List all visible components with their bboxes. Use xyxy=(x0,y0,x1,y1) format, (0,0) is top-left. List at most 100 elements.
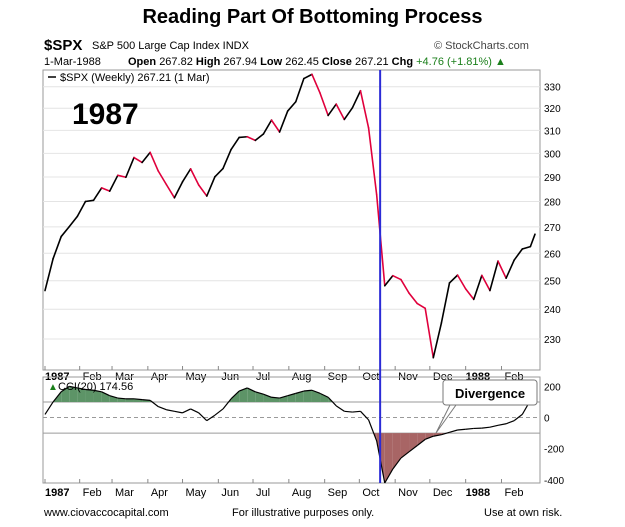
cci-line-segment xyxy=(392,457,402,470)
cci-x-tick-label: Feb xyxy=(504,487,523,499)
cci-overbought-fill xyxy=(279,395,288,402)
high-value: 267.94 xyxy=(223,56,258,68)
price-y-tick-label: 290 xyxy=(544,173,561,184)
price-line-segment xyxy=(165,183,176,199)
price-line-segment xyxy=(133,156,143,164)
price-line-segment xyxy=(100,187,111,192)
cci-line-segment xyxy=(77,387,86,391)
price-line-segment xyxy=(335,103,346,121)
footer-disclaimer: For illustrative purposes only. xyxy=(232,507,375,519)
price-line-segment xyxy=(472,274,483,301)
cci-overbought-fill xyxy=(295,391,304,402)
price-line-segment xyxy=(351,89,362,109)
price-y-tick-label: 240 xyxy=(544,305,561,316)
cci-overbought-fill xyxy=(101,391,110,402)
chg-value: +4.76 (+1.81%) xyxy=(416,56,492,68)
cci-line-segment xyxy=(246,387,256,393)
price-y-tick-label: 330 xyxy=(544,83,561,94)
cci-line-segment xyxy=(352,410,361,413)
price-line-segment xyxy=(400,278,410,294)
low-value: 262.45 xyxy=(285,56,319,68)
price-line-segment xyxy=(205,175,216,197)
cci-line-segment xyxy=(206,414,216,422)
price-line-segment xyxy=(319,92,329,117)
cci-overbought-fill xyxy=(85,389,94,402)
cci-line-segment xyxy=(222,398,232,410)
cci-line-segment xyxy=(60,385,70,393)
price-line-segment xyxy=(92,187,103,202)
cci-panel-frame xyxy=(42,376,541,484)
price-y-tick-label: 250 xyxy=(544,277,561,288)
cci-line-segment xyxy=(230,390,240,400)
price-y-tick-label: 300 xyxy=(544,149,561,160)
cci-line-segment xyxy=(400,451,410,459)
cci-y-tick-label: 200 xyxy=(544,382,561,393)
cci-line-segment xyxy=(271,396,280,399)
cci-x-tick-label: Mar xyxy=(115,487,134,499)
cci-line-segment xyxy=(174,410,183,414)
cci-overbought-fill xyxy=(93,390,102,402)
price-line-segment xyxy=(448,274,459,284)
price-line-segment xyxy=(440,282,451,324)
cci-line-segment xyxy=(311,389,321,394)
cci-line-segment xyxy=(52,391,62,403)
cci-line-segment xyxy=(109,395,118,399)
cci-line-segment xyxy=(287,392,296,397)
price-line-segment xyxy=(497,260,507,279)
cci-line-segment xyxy=(384,468,394,484)
price-line-segment xyxy=(489,260,499,292)
cci-oversold-fill xyxy=(400,433,410,459)
price-series xyxy=(44,73,536,359)
cci-fill xyxy=(53,386,535,483)
price-line-segment xyxy=(367,127,378,196)
price-y-axis: 230 240 250 260 270 280 290 300 310 320 330 xyxy=(544,83,561,346)
cci-x-tick-label: Nov xyxy=(398,487,418,499)
cci-line-segment xyxy=(263,393,272,398)
price-line-segment xyxy=(157,170,168,186)
divergence-callout: Divergence xyxy=(435,379,538,434)
page-title: Reading Part Of Bottoming Process xyxy=(142,6,483,28)
cci-line-segment xyxy=(149,399,159,408)
cci-x-tick-label: Dec xyxy=(433,487,453,499)
symbol-description: S&P 500 Large Cap Index INDX xyxy=(92,40,249,52)
price-line-segment xyxy=(521,245,532,250)
cci-line-segment xyxy=(368,419,378,442)
cci-legend-icon: ▲ xyxy=(48,382,58,393)
low-label: Low xyxy=(260,56,283,68)
open-value: 267.82 xyxy=(159,56,193,68)
cci-overbought-fill xyxy=(239,387,248,402)
cci-line-segment xyxy=(497,423,507,426)
divergence-box xyxy=(442,379,538,406)
price-y-tick-label: 230 xyxy=(544,335,561,346)
cci-overbought-fill xyxy=(61,386,70,402)
price-line-segment xyxy=(270,119,281,133)
price-line-segment xyxy=(432,322,443,359)
cci-line-segment xyxy=(182,408,191,414)
price-y-tick-label: 260 xyxy=(544,249,561,260)
cci-line-segment xyxy=(158,406,167,411)
cci-line-segment xyxy=(295,390,305,394)
price-line-segment xyxy=(181,168,192,183)
stockcharts-credit: © StockCharts.com xyxy=(434,40,529,52)
footer-risk-note: Use at own risk. xyxy=(484,507,563,519)
cci-overbought-fill xyxy=(125,398,134,402)
cci-line-segment xyxy=(481,426,490,429)
cci-line-segment xyxy=(335,405,345,412)
cci-oversold-fill xyxy=(417,433,426,446)
up-triangle-icon: ▲ xyxy=(495,56,506,68)
close-label: Close xyxy=(321,56,352,68)
cci-line-segment xyxy=(408,445,418,453)
price-line-segment xyxy=(294,77,305,103)
year-annotation: 1987 xyxy=(72,98,139,131)
price-line-segment xyxy=(84,199,95,203)
price-y-tick-label: 320 xyxy=(544,104,561,115)
quote-date: 1-Mar-1988 xyxy=(44,56,101,68)
cci-line-segment xyxy=(142,399,151,401)
divergence-label: Divergence xyxy=(455,386,525,401)
cci-overbought-fill xyxy=(69,386,78,402)
cci-line-segment xyxy=(101,391,110,397)
cci-line-segment xyxy=(424,435,434,440)
cci-line-segment xyxy=(344,410,353,413)
price-line-segment xyxy=(513,248,524,261)
price-line-segment xyxy=(327,103,338,117)
